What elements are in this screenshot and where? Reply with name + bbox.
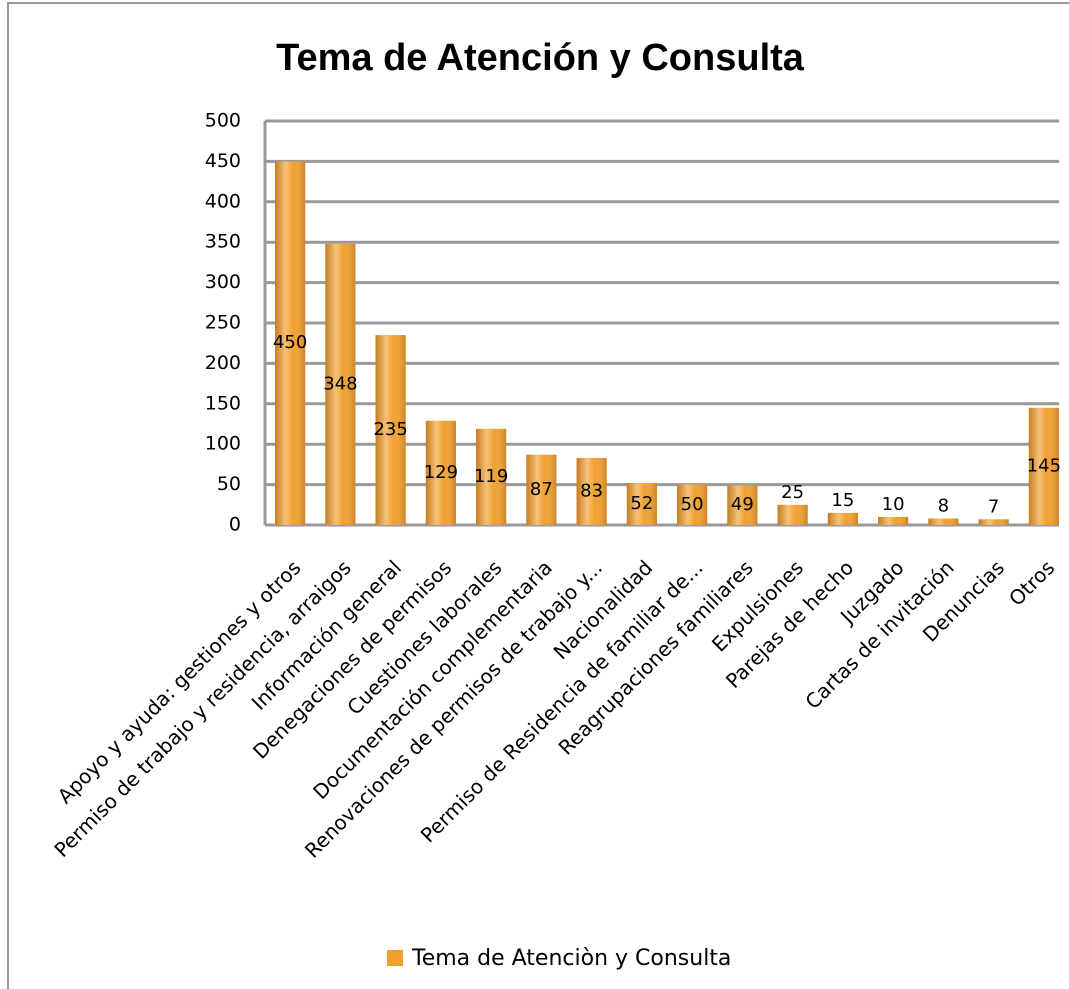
value-label: 119	[474, 466, 508, 487]
value-label: 15	[831, 490, 854, 511]
legend-label: Tema de Atenciòn y Consulta	[411, 946, 731, 971]
bar-shine	[1028, 407, 1059, 525]
bar-shine	[827, 512, 858, 525]
value-label: 50	[681, 494, 704, 515]
value-label: 8	[938, 496, 949, 517]
value-label: 49	[731, 494, 754, 515]
value-label: 83	[580, 480, 603, 501]
bar-shine	[677, 484, 708, 525]
bar-shine	[978, 519, 1009, 525]
value-label: 450	[273, 332, 307, 353]
bar-shine	[626, 482, 657, 525]
y-tick-label: 100	[205, 433, 241, 455]
y-tick-label: 350	[205, 231, 241, 253]
value-label: 235	[373, 419, 407, 440]
value-label: 348	[323, 373, 357, 394]
y-tick-label: 300	[205, 271, 241, 293]
value-label: 145	[1027, 455, 1061, 476]
value-label: 87	[530, 479, 553, 500]
x-tick-label: Otros	[1004, 555, 1059, 610]
value-label: 7	[988, 496, 999, 517]
bar-shine	[325, 243, 356, 526]
y-tick-label: 400	[205, 190, 241, 212]
bar-shine	[375, 335, 406, 525]
y-tick-label: 150	[205, 392, 241, 414]
y-tick-label: 200	[205, 352, 241, 374]
legend-swatch	[387, 950, 403, 966]
bar-shine	[727, 485, 758, 525]
bar-shine	[526, 454, 557, 525]
bar-shine	[425, 420, 456, 525]
bar-shine	[777, 504, 808, 525]
y-tick-label: 250	[205, 312, 241, 334]
frame	[7, 2, 1069, 989]
bar-shine	[476, 428, 507, 525]
value-label: 10	[882, 494, 905, 515]
value-label: 52	[630, 493, 653, 514]
chart-title: Tema de Atención y Consulta	[276, 37, 805, 79]
bar-shine	[928, 518, 959, 525]
y-tick-label: 500	[205, 110, 241, 132]
bar-shine	[878, 516, 909, 525]
y-tick-label: 450	[205, 150, 241, 172]
value-label: 129	[424, 462, 458, 483]
bar-shine	[275, 161, 306, 525]
y-tick-label: 0	[229, 514, 241, 536]
value-label: 25	[781, 482, 804, 503]
bar-shine	[576, 457, 607, 525]
y-tick-label: 50	[217, 473, 241, 495]
